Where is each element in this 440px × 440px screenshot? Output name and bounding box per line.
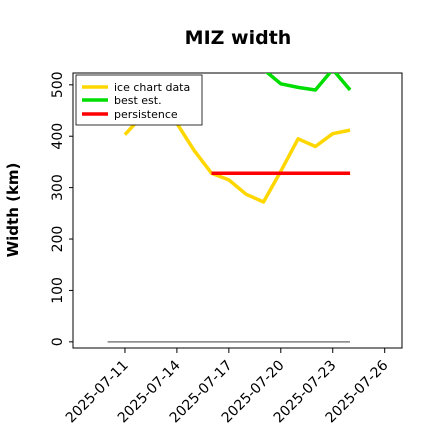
legend-label-best-est: best est.: [114, 94, 162, 107]
y-tick-label: 400: [50, 123, 66, 150]
y-tick-label: 100: [50, 277, 66, 304]
legend: ice chart data best est. persistence: [75, 74, 203, 126]
y-tick-label: 200: [50, 226, 66, 253]
series-line-best-est: [265, 73, 352, 92]
y-axis: 0 100 200 300 400 500: [50, 71, 73, 346]
legend-label-ice-chart: ice chart data: [114, 81, 190, 94]
plot-frame: [72, 72, 403, 349]
y-axis-label: Width (km): [4, 163, 22, 258]
legend-label-persistence: persistence: [114, 108, 178, 121]
y-tick-label: 0: [50, 337, 66, 346]
chart-title: MIZ width: [185, 27, 292, 49]
x-axis: 2025-07-112025-07-142025-07-172025-07-20…: [63, 348, 392, 426]
y-tick-label: 300: [50, 174, 66, 201]
y-tick-label: 500: [50, 71, 66, 98]
